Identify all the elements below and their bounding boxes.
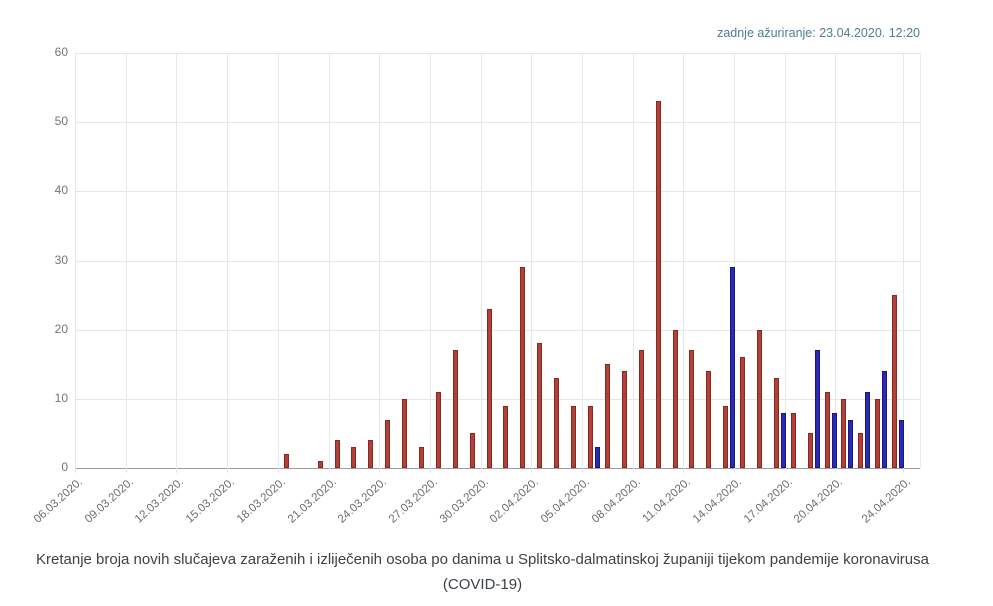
bar-zaraženi-13.04.2020.[interactable] [723,406,728,468]
y-axis-label: 20 [54,321,68,336]
y-axis-label: 30 [54,252,68,267]
bar-zaraženi-11.04.2020.[interactable] [689,350,694,468]
bar-zaraženi-22.04.2020.[interactable] [875,399,880,468]
x-gridline [430,53,431,473]
y-gridline [75,122,920,124]
bar-zaraženi-21.03.2020.[interactable] [335,440,340,468]
chart-title-line1: Kretanje broja novih slučajeva zaraženih… [36,551,929,568]
bar-zaraženi-08.04.2020.[interactable] [639,350,644,468]
y-gridline [75,329,920,331]
last-updated-text: zadnje ažuriranje: 23.04.2020. 12:20 [717,26,920,40]
bar-zaraženi-02.04.2020.[interactable] [537,343,542,468]
bar-zaraženi-23.04.2020.[interactable] [892,295,897,468]
bar-zaraženi-23.03.2020.[interactable] [368,440,373,468]
bar-zaraženi-01.04.2020.[interactable] [520,267,525,468]
y-gridline [75,398,920,400]
y-gridline [75,468,920,469]
y-axis-label: 60 [54,45,68,59]
bar-izliječeni-19.04.2020.[interactable] [832,413,837,468]
bar-zaraženi-06.04.2020.[interactable] [605,364,610,468]
bar-izliječeni-21.04.2020.[interactable] [865,392,870,468]
bar-zaraženi-07.04.2020.[interactable] [622,371,627,468]
bar-zaraženi-24.03.2020.[interactable] [385,420,390,468]
bar-zaraženi-18.04.2020.[interactable] [808,433,813,468]
y-axis-label: 50 [54,114,68,129]
x-gridline [75,53,76,473]
x-gridline [227,53,228,473]
bar-zaraženi-30.03.2020.[interactable] [487,309,492,468]
bar-zaraženi-29.03.2020.[interactable] [470,433,475,468]
bar-zaraženi-22.03.2020.[interactable] [351,447,356,468]
y-gridline [75,260,920,262]
bar-zaraženi-12.04.2020.[interactable] [706,371,711,468]
x-gridline [481,53,482,473]
bar-zaraženi-28.03.2020.[interactable] [453,350,458,468]
bar-zaraženi-09.04.2020.[interactable] [656,101,661,468]
bar-zaraženi-18.03.2020.[interactable] [284,454,289,468]
x-gridline [785,53,786,473]
bar-zaraženi-14.04.2020.[interactable] [740,357,745,468]
x-gridline [126,53,127,473]
bar-zaraženi-15.04.2020.[interactable] [757,330,762,468]
bar-izliječeni-05.04.2020.[interactable] [595,447,600,468]
x-gridline [734,53,735,473]
x-gridline [633,53,634,473]
x-gridline [329,53,330,473]
bar-zaraženi-21.04.2020.[interactable] [858,433,863,468]
bar-zaraženi-20.03.2020.[interactable] [318,461,323,468]
x-gridline [835,53,836,473]
bar-zaraženi-25.03.2020.[interactable] [402,399,407,468]
bar-zaraženi-03.04.2020.[interactable] [554,378,559,468]
chart-title: Kretanje broja novih slučajeva zaraženih… [0,547,965,597]
bar-zaraženi-20.04.2020.[interactable] [841,399,846,468]
bar-izliječeni-18.04.2020.[interactable] [815,350,820,468]
chart-title-line2: (COVID-19) [442,576,523,593]
x-gridline [176,53,177,473]
bar-zaraženi-04.04.2020.[interactable] [571,406,576,468]
bar-izliječeni-23.04.2020.[interactable] [899,420,904,468]
bar-zaraženi-17.04.2020.[interactable] [791,413,796,468]
y-axis-label: 40 [54,183,68,198]
y-gridline [75,53,920,54]
y-axis-label: 10 [54,390,68,405]
bar-zaraženi-19.04.2020.[interactable] [825,392,830,468]
bar-zaraženi-10.04.2020.[interactable] [673,330,678,468]
y-axis-label: 0 [61,460,68,474]
bar-zaraženi-31.03.2020.[interactable] [503,406,508,468]
bar-zaraženi-16.04.2020.[interactable] [774,378,779,468]
bar-zaraženi-26.03.2020.[interactable] [419,447,424,468]
x-gridline [903,53,904,473]
bar-zaraženi-27.03.2020.[interactable] [436,392,441,468]
x-gridline [379,53,380,473]
x-gridline [582,53,583,473]
bar-izliječeni-22.04.2020.[interactable] [882,371,887,468]
bar-izliječeni-13.04.2020.[interactable] [730,267,735,468]
y-gridline [75,191,920,193]
bar-zaraženi-05.04.2020.[interactable] [588,406,593,468]
bar-izliječeni-20.04.2020.[interactable] [848,420,853,468]
plot-right-border [920,53,921,468]
x-gridline [531,53,532,473]
bar-izliječeni-16.04.2020.[interactable] [781,413,786,468]
x-gridline [278,53,279,473]
x-gridline [683,53,684,473]
